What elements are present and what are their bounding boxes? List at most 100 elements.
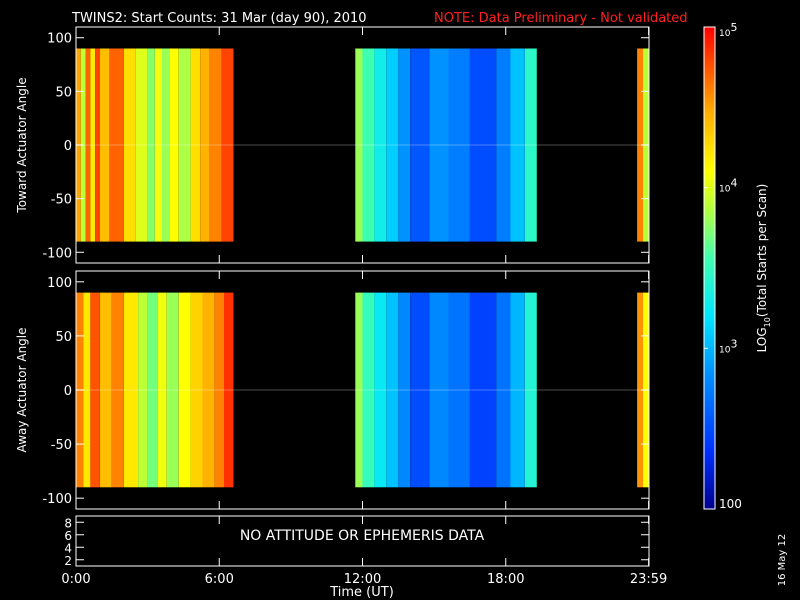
toward-column-27: [496, 48, 511, 242]
toward-column-14: [190, 48, 201, 242]
toward-column-23: [410, 48, 430, 242]
colorbar-tick-label: 104: [719, 177, 737, 195]
toward-column-21: [386, 48, 399, 242]
toward-column-11: [161, 48, 170, 242]
time-axis-tick-labels: 0:00 6:00 12:00 18:00 23:59: [61, 572, 667, 587]
away-column-1: [83, 292, 91, 488]
away-column-27: [637, 292, 644, 488]
y-tick-label: 0: [64, 384, 72, 399]
toward-column-18: [355, 48, 363, 242]
y-tick-label: 50: [55, 330, 72, 345]
toward-column-25: [448, 48, 470, 242]
away-column-22: [448, 292, 470, 488]
toward-column-30: [637, 48, 644, 242]
y-tick-label: 100: [47, 32, 72, 47]
colorbar-ticks: 105 104 103 100: [704, 21, 742, 511]
toward-column-8: [135, 48, 148, 242]
toward-column-22: [398, 48, 411, 242]
toward-column-17: [221, 48, 234, 242]
away-column-24: [496, 292, 511, 488]
toward-column-7: [123, 48, 136, 242]
toward-column-29: [524, 48, 537, 242]
y-tick-label: 2: [64, 554, 72, 568]
away-column-11: [190, 292, 203, 488]
toward-panel: 100 50 0 -50 -100 Toward Actuator Angle: [15, 26, 650, 264]
away-column-21: [429, 292, 449, 488]
x-tick-label: 18:00: [487, 572, 524, 587]
away-column-17: [374, 292, 387, 488]
y-tick-label: 0: [64, 139, 72, 154]
toward-column-6: [109, 48, 124, 242]
colorbar-label: LOG10(Total Starts per Scan): [755, 184, 772, 353]
y-tick-label: -100: [42, 246, 72, 261]
away-panel: 100 50 0 -50 -100 Away Actuator Angle: [15, 270, 650, 510]
away-column-2: [90, 292, 100, 488]
y-tick-label: 50: [55, 85, 72, 100]
no-data-message: NO ATTITUDE OR EPHEMERIS DATA: [240, 528, 485, 544]
y-tick-label: 100: [47, 276, 72, 291]
toward-column-16: [209, 48, 222, 242]
away-column-23: [469, 292, 497, 488]
away-column-8: [157, 292, 167, 488]
y-tick-label: 6: [64, 529, 72, 543]
x-tick-label: 12:00: [344, 572, 381, 587]
time-axis-label: Time (UT): [329, 585, 394, 600]
away-column-26: [524, 292, 537, 488]
away-column-20: [410, 292, 430, 488]
away-column-4: [111, 292, 124, 488]
toward-column-24: [429, 48, 449, 242]
y-tick-label: -100: [42, 492, 72, 507]
toward-column-2: [85, 48, 91, 242]
toward-heatmap: [76, 48, 649, 242]
toward-column-5: [99, 48, 110, 242]
away-column-12: [202, 292, 215, 488]
toward-column-15: [200, 48, 210, 242]
away-y-label: Away Actuator Angle: [15, 327, 29, 452]
date-stamp: 16 May 12: [777, 534, 788, 586]
x-tick-label: 6:00: [205, 572, 234, 587]
toward-column-20: [374, 48, 387, 242]
away-column-25: [510, 292, 525, 488]
away-column-19: [398, 292, 411, 488]
x-tick-label: 0:00: [61, 572, 90, 587]
colorbar-tick-label: 103: [719, 337, 737, 355]
y-tick-label: 4: [64, 541, 72, 555]
away-column-5: [123, 292, 139, 488]
toward-x-axis-ticks: [75, 27, 650, 263]
colorbar-tick-label: 105: [719, 21, 737, 39]
toward-column-26: [469, 48, 497, 242]
toward-column-9: [147, 48, 155, 242]
away-column-9: [166, 292, 179, 488]
colorbar-tick-label: 100: [719, 497, 742, 511]
toward-y-axis: 100 50 0 -50 -100: [42, 32, 649, 261]
toward-column-4: [95, 48, 100, 242]
toward-y-label: Toward Actuator Angle: [15, 77, 29, 213]
toward-column-10: [154, 48, 162, 242]
away-column-15: [355, 292, 363, 488]
away-column-7: [147, 292, 158, 488]
y-tick-label: 8: [64, 516, 72, 530]
away-column-16: [362, 292, 375, 488]
y-tick-label: -50: [51, 438, 72, 453]
y-tick-label: -50: [51, 193, 72, 208]
away-y-axis: 100 50 0 -50 -100: [42, 276, 649, 507]
away-heatmap: [76, 292, 649, 488]
toward-column-19: [362, 48, 375, 242]
away-column-3: [99, 292, 112, 488]
attitude-x-axis-ticks: [75, 516, 650, 566]
away-column-18: [386, 292, 399, 488]
figure-title: TWINS2: Start Counts: 31 Mar (day 90), 2…: [71, 11, 367, 26]
toward-column-28: [510, 48, 525, 242]
preliminary-note: NOTE: Data Preliminary - Not validated: [434, 11, 688, 26]
toward-column-3: [90, 48, 96, 242]
away-column-10: [178, 292, 191, 488]
away-column-14: [224, 292, 234, 488]
colorbar: 105 104 103 100 LOG10(Total Starts per Scan…: [703, 21, 772, 511]
x-tick-label: 23:59: [630, 572, 667, 587]
colorbar-gradient: [703, 26, 716, 510]
toward-column-12: [169, 48, 179, 242]
away-column-6: [138, 292, 148, 488]
